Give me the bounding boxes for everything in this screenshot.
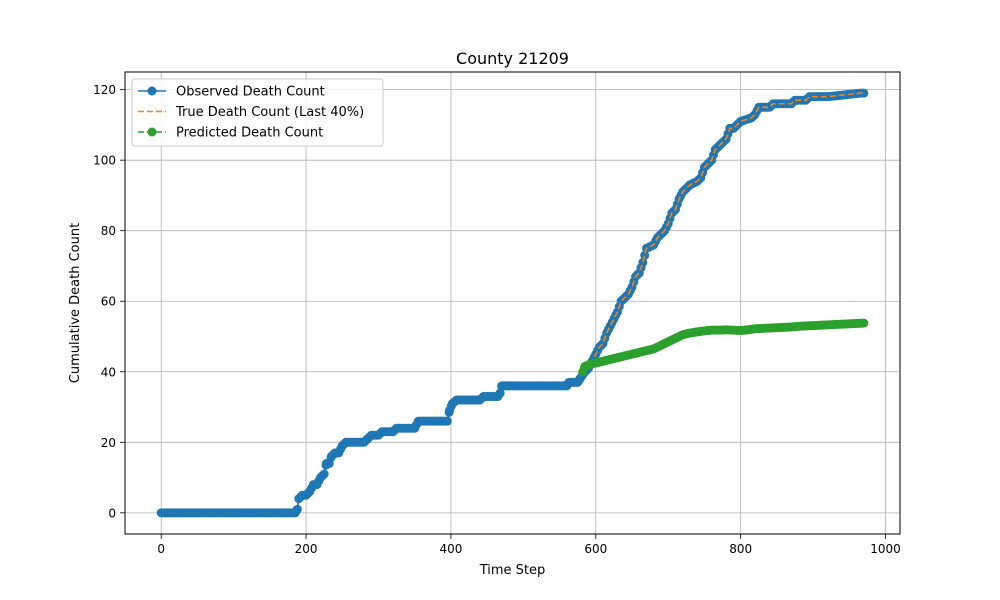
- data-point: [442, 416, 452, 426]
- chart-title: County 21209: [456, 49, 569, 68]
- series-true-death-count-last-40: [584, 92, 864, 373]
- x-tick-label: 0: [157, 542, 165, 556]
- y-axis-label: Cumulative Death Count: [68, 223, 83, 383]
- y-tick-label: 60: [101, 295, 116, 309]
- data-point: [859, 318, 869, 328]
- plot-area: [156, 88, 869, 518]
- series-observed-death-count: [156, 88, 869, 518]
- data-point: [638, 257, 648, 267]
- plot-frame: [124, 71, 901, 535]
- y-tick-label: 0: [108, 506, 116, 520]
- legend-swatch-marker: [147, 127, 157, 137]
- x-tick-label: 600: [584, 542, 607, 556]
- legend-label: True Death Count (Last 40%): [175, 105, 364, 120]
- series-predicted-death-count: [578, 318, 869, 377]
- legend-box: [131, 78, 384, 147]
- legend: Observed Death Count True Death Count (La…: [131, 78, 384, 147]
- series-line-true-death-count-last-40: [584, 92, 864, 373]
- y-tick-label: 100: [93, 154, 116, 168]
- y-tick-label: 20: [101, 436, 116, 450]
- legend-swatch-marker: [147, 86, 157, 96]
- data-point: [319, 469, 329, 479]
- x-tick-label: 200: [295, 542, 318, 556]
- data-point: [495, 388, 505, 398]
- x-tick-label: 1000: [870, 542, 901, 556]
- data-point: [640, 250, 650, 260]
- data-point: [859, 88, 869, 98]
- x-tick-label: 400: [439, 542, 462, 556]
- series-markers-predicted-death-count: [578, 318, 869, 377]
- x-tick-label: 800: [729, 542, 752, 556]
- grid: [125, 72, 900, 534]
- y-tick-label: 40: [101, 365, 116, 379]
- y-tick-label: 80: [101, 224, 116, 238]
- axis-ticks: 0 200 400 600 800 1000 0 20 40 60 80 100 120: [93, 83, 901, 556]
- legend-label: Observed Death Count: [176, 85, 325, 100]
- series-markers-observed-death-count: [156, 88, 869, 518]
- y-tick-label: 120: [93, 83, 116, 97]
- legend-label: Predicted Death Count: [176, 126, 323, 141]
- x-axis-label: Time Step: [479, 563, 546, 578]
- data-point: [292, 504, 302, 514]
